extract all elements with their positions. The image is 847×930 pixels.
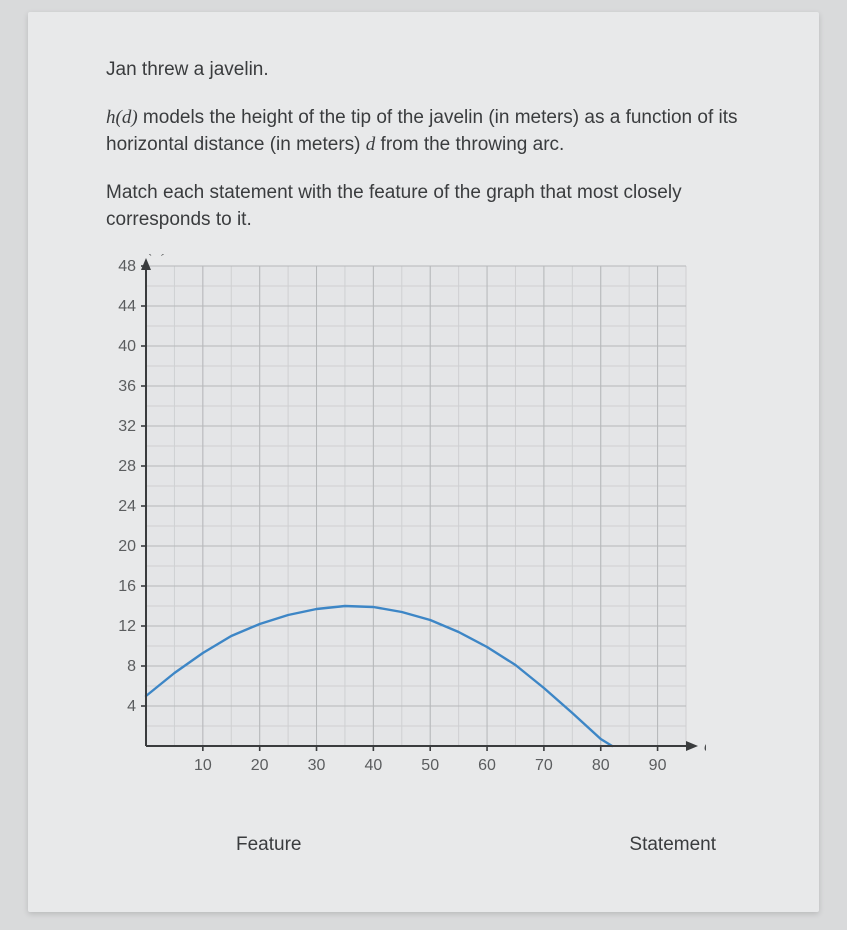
- chart-container: 4812162024283236404448102030405060708090…: [86, 254, 763, 806]
- svg-text:60: 60: [478, 757, 496, 774]
- svg-text:16: 16: [118, 578, 136, 595]
- function-name: h(d): [106, 107, 138, 128]
- svg-text:24: 24: [118, 498, 136, 515]
- svg-text:4: 4: [127, 698, 136, 715]
- svg-text:80: 80: [592, 757, 610, 774]
- svg-text:36: 36: [118, 378, 136, 395]
- problem-line-1: Jan threw a javelin.: [106, 56, 763, 84]
- svg-text:40: 40: [364, 757, 382, 774]
- variable-d: d: [366, 134, 376, 155]
- problem-line-2: h(d) models the height of the tip of the…: [106, 104, 763, 159]
- svg-text:50: 50: [421, 757, 439, 774]
- problem-text: Jan threw a javelin. h(d) models the hei…: [106, 56, 763, 234]
- problem-line-2-tail: from the throwing arc.: [375, 134, 564, 155]
- svg-text:h(d): h(d): [138, 254, 168, 257]
- svg-text:40: 40: [118, 338, 136, 355]
- svg-text:32: 32: [118, 418, 136, 435]
- svg-text:90: 90: [649, 757, 667, 774]
- svg-text:30: 30: [308, 757, 326, 774]
- svg-text:48: 48: [118, 258, 136, 275]
- svg-text:d: d: [704, 735, 706, 755]
- svg-text:28: 28: [118, 458, 136, 475]
- svg-text:12: 12: [118, 618, 136, 635]
- match-headers: Feature Statement: [106, 834, 746, 856]
- svg-text:20: 20: [118, 538, 136, 555]
- javelin-height-chart: 4812162024283236404448102030405060708090…: [86, 254, 706, 806]
- svg-text:44: 44: [118, 298, 136, 315]
- svg-text:10: 10: [194, 757, 212, 774]
- worksheet-page: Jan threw a javelin. h(d) models the hei…: [28, 12, 819, 912]
- problem-line-3: Match each statement with the feature of…: [106, 179, 763, 234]
- feature-header: Feature: [236, 834, 301, 856]
- statement-header: Statement: [629, 834, 716, 856]
- svg-text:70: 70: [535, 757, 553, 774]
- svg-text:20: 20: [251, 757, 269, 774]
- svg-text:8: 8: [127, 658, 136, 675]
